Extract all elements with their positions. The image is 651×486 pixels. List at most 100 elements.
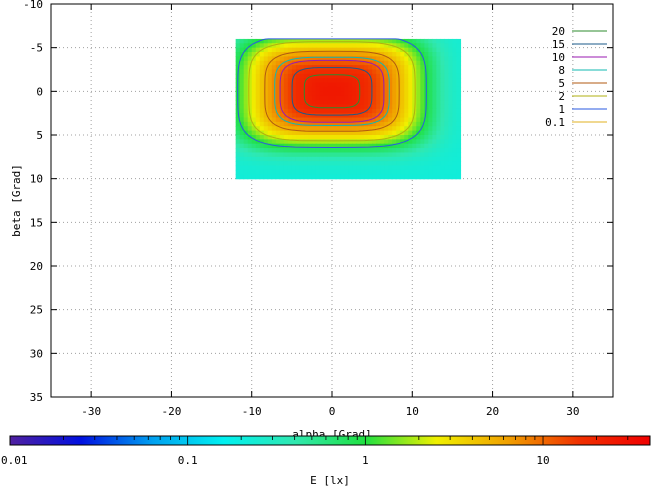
heatmap-cell (291, 165, 297, 171)
heatmap-cell (287, 121, 293, 127)
heatmap-cell (263, 38, 269, 44)
heatmap-cell (420, 78, 425, 84)
heatmap-cell (432, 174, 437, 180)
heatmap-cell (319, 108, 325, 114)
heatmap-cell (372, 56, 377, 62)
heatmap-cell (436, 91, 441, 97)
heatmap-cell (356, 60, 361, 66)
heatmap-cell (456, 130, 462, 136)
heatmap-cell (388, 169, 393, 175)
heatmap-cell (275, 126, 281, 132)
heatmap-cell (271, 143, 277, 149)
heatmap-cell (332, 139, 337, 145)
heatmap-cell (311, 60, 317, 66)
heatmap-cell (416, 43, 421, 49)
legend-label: 1 (558, 103, 565, 116)
legend-label: 8 (558, 64, 565, 77)
heatmap-cell (271, 82, 277, 88)
heatmap-cell (340, 104, 345, 110)
heatmap-cell (440, 78, 445, 84)
heatmap-cell (352, 156, 357, 162)
heatmap-cell (344, 148, 349, 154)
heatmap-cell (267, 86, 273, 92)
heatmap-cell (340, 143, 345, 149)
heatmap-cell (372, 47, 377, 53)
heatmap-cell (400, 174, 405, 180)
heatmap-cell (452, 174, 458, 180)
heatmap-cell (267, 130, 273, 136)
heatmap-cell (255, 52, 261, 57)
heatmap-cell (444, 73, 450, 79)
heatmap-cell (239, 165, 245, 171)
heatmap-cell (344, 108, 349, 114)
heatmap-cell (356, 161, 361, 167)
heatmap-cell (424, 139, 429, 145)
heatmap-cell (336, 135, 341, 140)
heatmap-cell (356, 165, 361, 171)
heatmap-cell (380, 148, 385, 154)
heatmap-cell (283, 56, 289, 62)
heatmap-cell (436, 47, 441, 53)
heatmap-cell (408, 113, 413, 119)
heatmap-cell (448, 82, 454, 88)
heatmap-cell (376, 56, 381, 62)
heatmap-cell (239, 78, 245, 84)
heatmap-cell (428, 47, 433, 53)
heatmap-cell (440, 104, 445, 110)
heatmap-cell (275, 82, 281, 88)
heatmap-cell (267, 52, 273, 57)
heatmap-cell (388, 117, 393, 123)
heatmap-cell (332, 126, 337, 132)
heatmap-cell (360, 78, 365, 84)
heatmap-cell (307, 47, 313, 53)
heatmap-cell (283, 100, 289, 106)
heatmap-cell (364, 43, 369, 49)
heatmap-cell (271, 117, 277, 123)
heatmap-cell (251, 130, 257, 136)
heatmap-cell (356, 126, 361, 132)
heatmap-cell (340, 91, 345, 97)
heatmap-cell (396, 113, 401, 119)
heatmap-cell (332, 121, 337, 127)
heatmap-cell (356, 117, 361, 123)
heatmap-cell (436, 117, 441, 123)
heatmap-cell (283, 139, 289, 145)
heatmap-cell (352, 126, 357, 132)
heatmap-cell (303, 69, 309, 75)
heatmap-cell (404, 73, 409, 79)
heatmap-cell (396, 56, 401, 62)
heatmap-cell (311, 113, 317, 119)
y-tick-label: 30 (30, 347, 43, 360)
heatmap-cell (291, 82, 297, 88)
heatmap-cell (275, 52, 281, 57)
heatmap-cell (235, 113, 241, 119)
heatmap-cell (332, 156, 337, 162)
heatmap-cell (424, 165, 429, 171)
heatmap-cell (291, 113, 297, 119)
heatmap-cell (380, 161, 385, 167)
heatmap-cell (352, 135, 357, 140)
heatmap-cell (247, 100, 253, 106)
heatmap-cell (275, 130, 281, 136)
heatmap-cell (436, 82, 441, 88)
heatmap-cell (307, 52, 313, 57)
heatmap-cell (279, 148, 285, 154)
heatmap-cell (344, 78, 349, 84)
heatmap-cell (340, 86, 345, 92)
heatmap-cell (291, 139, 297, 145)
heatmap-cell (263, 86, 269, 92)
heatmap-cell (440, 73, 445, 79)
heatmap-cell (340, 130, 345, 136)
heatmap-cell (400, 78, 405, 84)
heatmap-cell (356, 47, 361, 53)
heatmap-cell (323, 113, 329, 119)
heatmap-cell (299, 60, 305, 66)
heatmap-cell (408, 148, 413, 154)
heatmap-cell (440, 69, 445, 75)
heatmap-cell (376, 156, 381, 162)
heatmap-cell (348, 113, 353, 119)
heatmap-cell (332, 130, 337, 136)
heatmap-cell (368, 82, 373, 88)
heatmap-cell (243, 148, 249, 154)
heatmap-cell (452, 38, 458, 44)
